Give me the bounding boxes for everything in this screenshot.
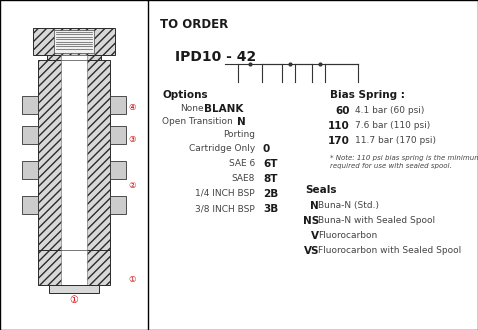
- Bar: [110, 96, 126, 114]
- Text: V: V: [311, 231, 319, 241]
- Bar: [47, 55, 101, 60]
- Text: Options: Options: [162, 90, 208, 100]
- Text: 3B: 3B: [263, 204, 278, 214]
- Text: 1/4 INCH BSP: 1/4 INCH BSP: [196, 189, 255, 198]
- Text: SAE8: SAE8: [232, 174, 255, 183]
- Text: BLANK: BLANK: [204, 104, 244, 114]
- Text: Cartridge Only: Cartridge Only: [189, 144, 255, 153]
- Text: ④: ④: [128, 103, 136, 112]
- Bar: [49, 285, 99, 293]
- Bar: [33, 28, 115, 55]
- Text: ②: ②: [128, 181, 136, 189]
- Text: 8T: 8T: [263, 174, 278, 184]
- Text: 0: 0: [263, 144, 270, 154]
- Bar: [22, 161, 38, 179]
- Bar: [38, 60, 110, 250]
- Bar: [110, 126, 126, 144]
- Bar: [61, 60, 87, 250]
- Text: SAE 6: SAE 6: [229, 159, 255, 168]
- Text: Open Transition: Open Transition: [162, 117, 233, 126]
- Text: ③: ③: [128, 136, 136, 145]
- Text: 6T: 6T: [263, 159, 278, 169]
- Text: * Note: 110 psi bias spring is the minimum
required for use with sealed spool.: * Note: 110 psi bias spring is the minim…: [330, 155, 478, 169]
- Text: N: N: [310, 201, 319, 211]
- Text: TO ORDER: TO ORDER: [160, 18, 228, 31]
- Text: 110: 110: [328, 121, 350, 131]
- Text: Fluorocarbon with Sealed Spool: Fluorocarbon with Sealed Spool: [318, 246, 461, 255]
- Text: 11.7 bar (170 psi): 11.7 bar (170 psi): [355, 136, 436, 145]
- Bar: [22, 126, 38, 144]
- Bar: [22, 96, 38, 114]
- Text: Seals: Seals: [305, 185, 337, 195]
- Text: None: None: [180, 104, 204, 113]
- Text: ①: ①: [70, 295, 78, 305]
- Bar: [61, 250, 87, 285]
- Text: 3/8 INCH BSP: 3/8 INCH BSP: [195, 204, 255, 213]
- Text: 4.1 bar (60 psi): 4.1 bar (60 psi): [355, 106, 424, 115]
- Bar: [61, 55, 87, 60]
- Text: 60: 60: [336, 106, 350, 116]
- Text: 170: 170: [328, 136, 350, 146]
- Text: Fluorocarbon: Fluorocarbon: [318, 231, 377, 240]
- Text: N: N: [237, 117, 246, 127]
- Bar: [54, 30, 94, 53]
- Text: Bias Spring :: Bias Spring :: [330, 90, 405, 100]
- Bar: [110, 161, 126, 179]
- Bar: [38, 250, 110, 285]
- Text: Buna-N (Std.): Buna-N (Std.): [318, 201, 379, 210]
- Text: NS: NS: [303, 216, 319, 226]
- Text: 7.6 bar (110 psi): 7.6 bar (110 psi): [355, 121, 430, 130]
- Text: Buna-N with Sealed Spool: Buna-N with Sealed Spool: [318, 216, 435, 225]
- Bar: [110, 196, 126, 214]
- Text: Porting: Porting: [223, 130, 255, 139]
- Text: ①: ①: [128, 276, 136, 284]
- Text: 2B: 2B: [263, 189, 278, 199]
- Bar: [22, 196, 38, 214]
- Text: IPD10 - 42: IPD10 - 42: [175, 50, 256, 64]
- Text: VS: VS: [304, 246, 319, 256]
